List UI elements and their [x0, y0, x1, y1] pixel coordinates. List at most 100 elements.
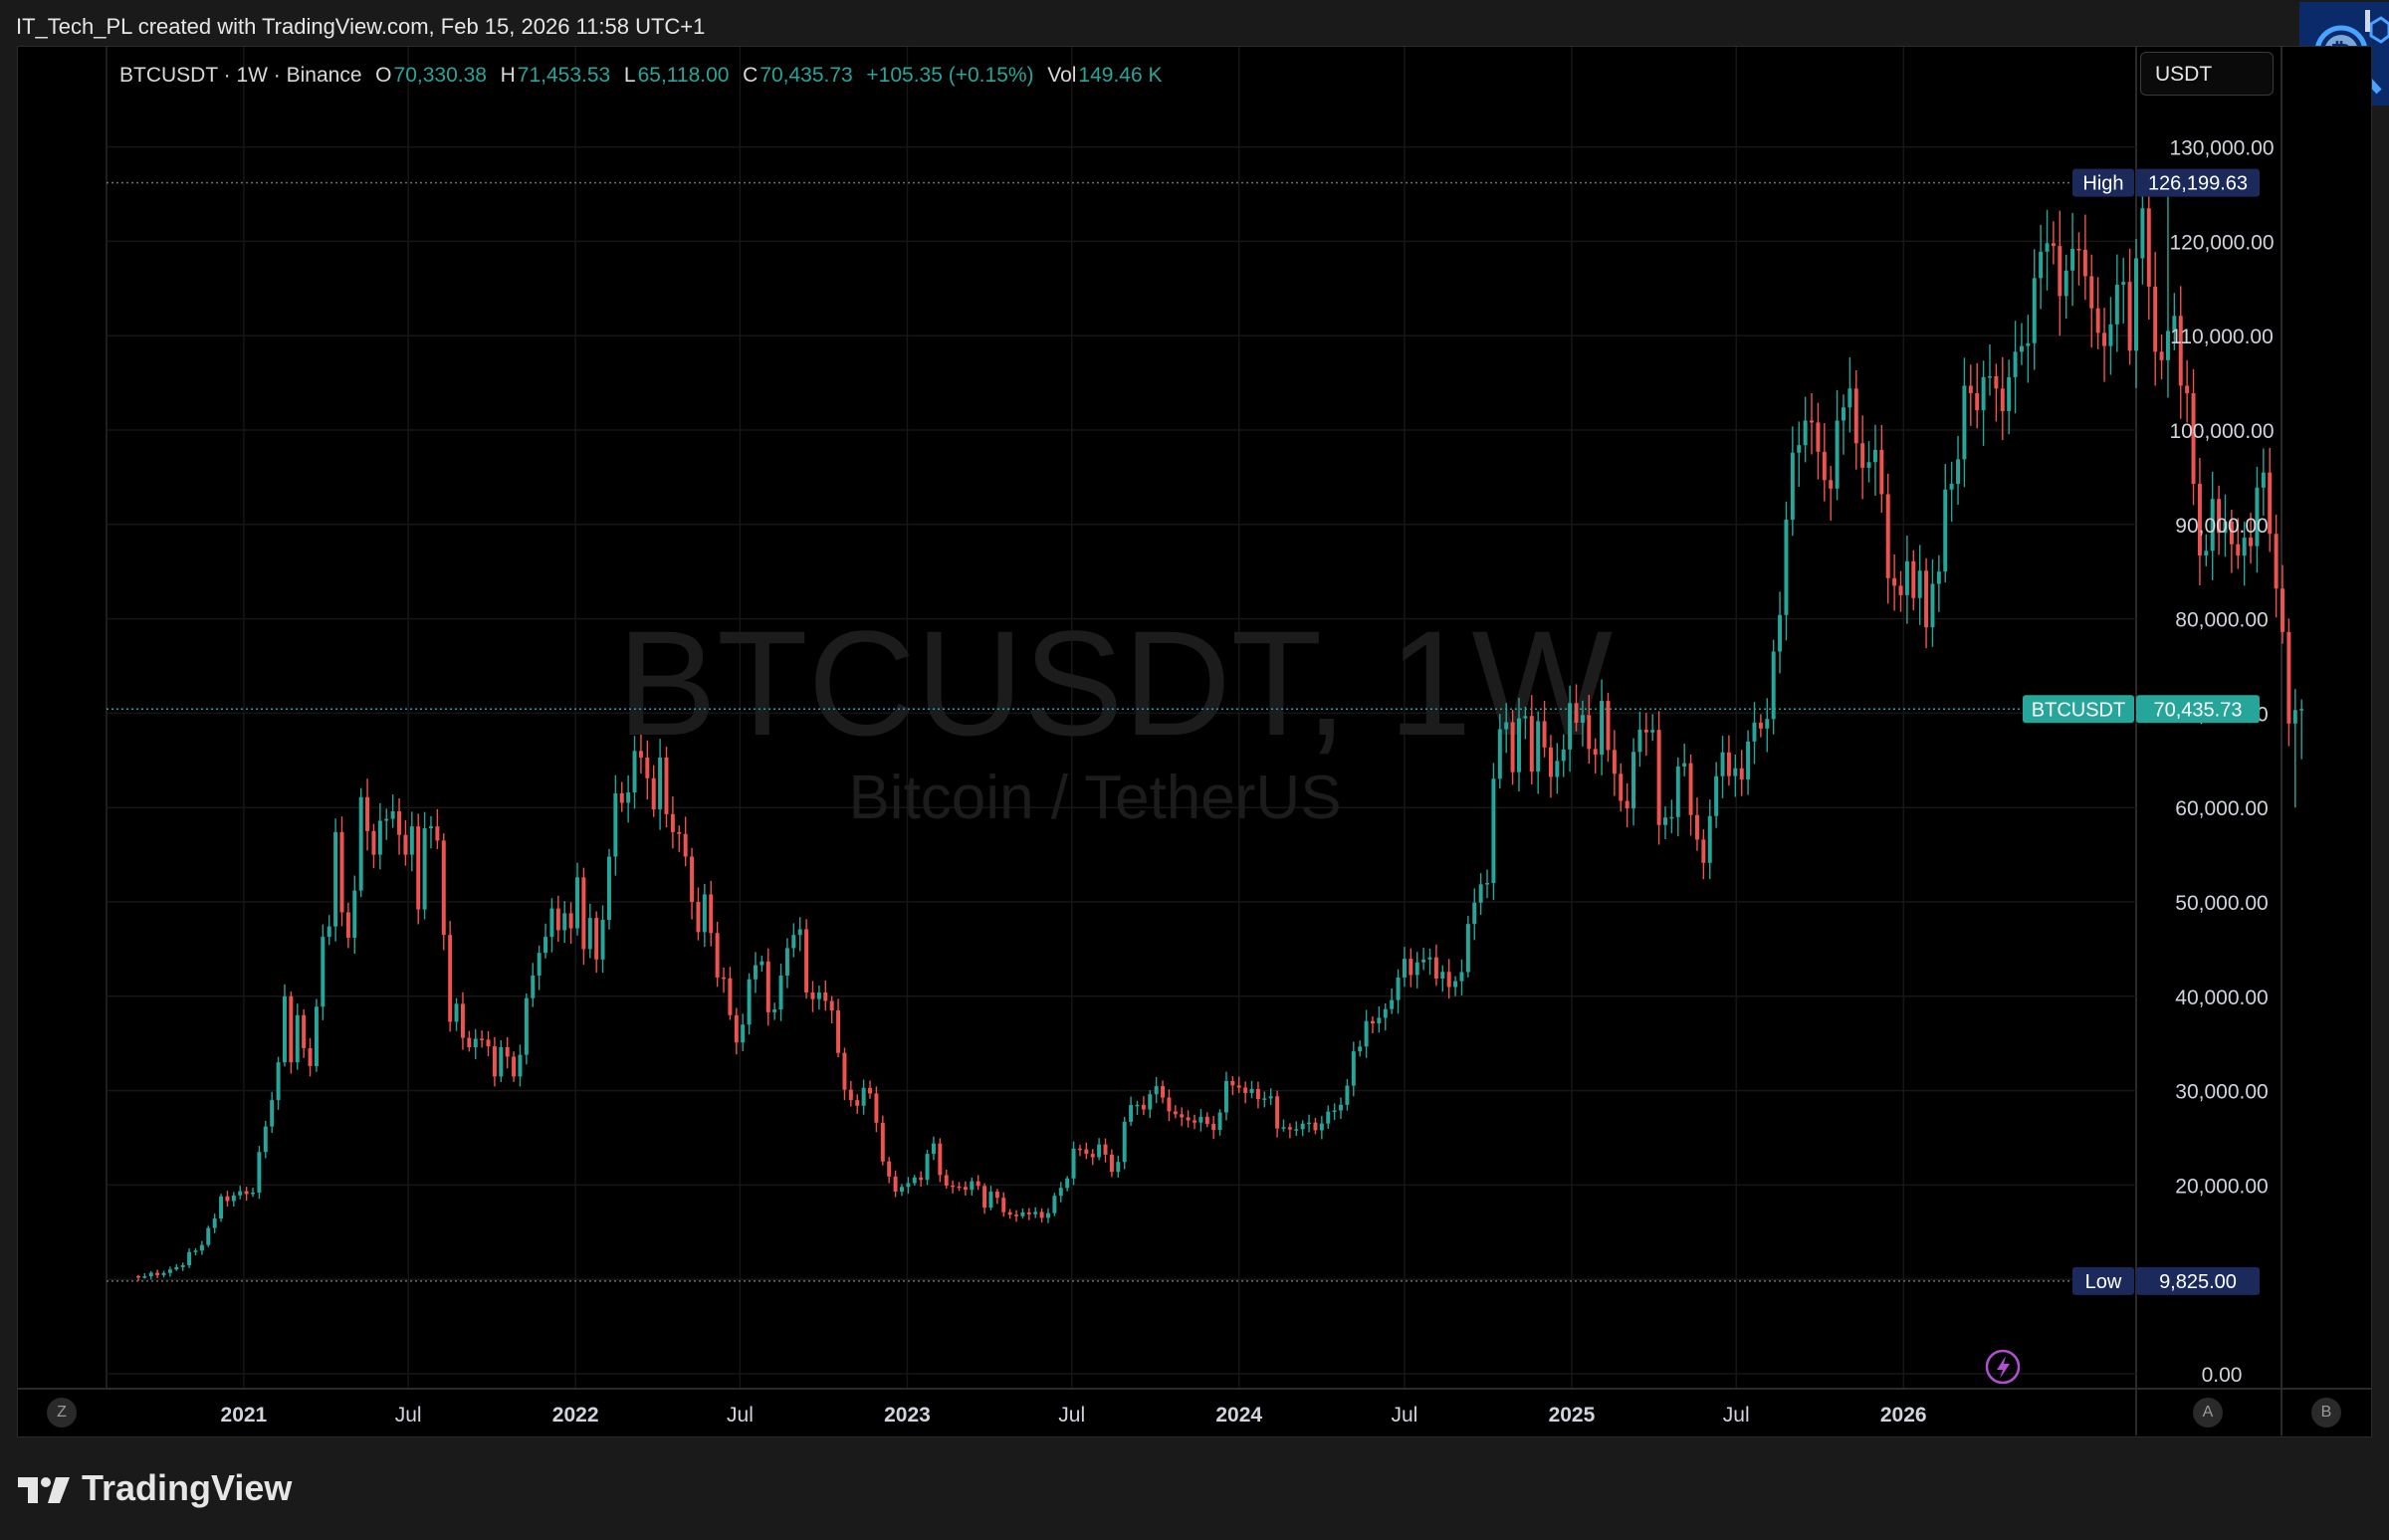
auto-scale-button[interactable]: A	[2193, 1398, 2223, 1428]
candle-body	[741, 1024, 746, 1043]
candle	[537, 945, 542, 990]
candle-body	[1313, 1122, 1318, 1131]
candle-body	[333, 831, 338, 927]
candle-body	[1771, 651, 1776, 720]
candle-body	[1529, 716, 1534, 772]
candle-body	[1058, 1188, 1063, 1197]
candle	[155, 1269, 160, 1278]
candle	[486, 1030, 491, 1056]
candle	[448, 921, 453, 1032]
candle-body	[2249, 538, 2254, 547]
candle-body	[709, 894, 714, 934]
currency-button[interactable]: USDT	[2140, 52, 2274, 96]
candle	[645, 740, 650, 800]
candle	[658, 739, 663, 830]
candle	[728, 967, 733, 1020]
zoom-reset-button[interactable]: Z	[47, 1398, 77, 1428]
candle-body	[1294, 1129, 1299, 1131]
symbol-label[interactable]: BTCUSDT · 1W · Binance	[119, 64, 362, 87]
candle-body	[1917, 570, 1922, 598]
candle-body	[1904, 560, 1909, 595]
candle-body	[167, 1269, 172, 1273]
candle	[167, 1266, 172, 1277]
candle-body	[1663, 817, 1667, 825]
candle	[422, 811, 427, 920]
candle-body	[1236, 1085, 1241, 1088]
candle-body	[715, 933, 720, 978]
candle-body	[180, 1264, 185, 1267]
candle	[531, 963, 536, 1007]
candle	[1625, 783, 1629, 828]
candle	[982, 1183, 987, 1214]
candle-body	[899, 1187, 904, 1193]
candle-body	[1631, 752, 1636, 809]
candle-body	[1109, 1154, 1114, 1173]
candle-body	[1193, 1120, 1196, 1123]
candle-body	[2274, 534, 2279, 589]
candle	[1924, 557, 1929, 649]
candle	[1230, 1076, 1235, 1096]
candle-body	[1643, 729, 1648, 733]
candle-body	[868, 1087, 873, 1094]
candle	[1956, 435, 1961, 506]
candle	[2249, 513, 2254, 564]
candle-body	[1593, 749, 1598, 756]
candle-body	[1007, 1211, 1012, 1215]
candle	[970, 1177, 975, 1197]
candle	[1281, 1119, 1286, 1132]
candle	[549, 898, 554, 953]
candle	[1968, 364, 1973, 426]
candle-body	[492, 1046, 497, 1077]
candle	[1829, 466, 1834, 522]
candle-body	[1701, 839, 1706, 863]
candle	[2178, 286, 2183, 419]
close-label: C	[743, 64, 759, 87]
candle	[1872, 424, 1877, 497]
candle-body	[2089, 276, 2094, 309]
candle-body	[944, 1175, 949, 1186]
candle	[512, 1051, 517, 1082]
candle	[2229, 510, 2234, 573]
candle	[1504, 703, 1509, 754]
candle	[1383, 1002, 1388, 1031]
candle-body	[2032, 278, 2037, 343]
candle	[600, 905, 605, 974]
candle-body	[549, 908, 554, 938]
y-tick-label: 100,000.00	[2169, 420, 2274, 443]
candles	[135, 170, 2304, 1281]
candle	[1161, 1080, 1166, 1104]
chart-frame	[17, 46, 2372, 1437]
candle	[1542, 700, 1547, 758]
candle-body	[1829, 480, 1834, 489]
candle-body	[778, 975, 783, 1010]
candle-body	[1981, 376, 1986, 411]
log-scale-button[interactable]: B	[2311, 1398, 2341, 1428]
candle-body	[537, 953, 542, 976]
candle	[1746, 730, 1751, 795]
candle-body	[384, 818, 389, 821]
candle	[365, 778, 370, 851]
candle	[690, 847, 695, 920]
candle	[861, 1079, 866, 1115]
candle-body	[772, 1009, 777, 1012]
candle	[709, 880, 714, 947]
open-label: O	[375, 64, 392, 87]
candle	[2127, 248, 2132, 365]
candle	[193, 1247, 198, 1256]
candle-body	[1600, 701, 1605, 756]
candle-body	[976, 1181, 980, 1187]
candle	[1193, 1114, 1196, 1130]
candle	[626, 774, 631, 823]
candle-body	[1204, 1116, 1209, 1124]
candle-body	[1872, 449, 1877, 463]
candle-body	[1122, 1121, 1127, 1163]
candle-body	[651, 777, 656, 810]
candle	[1643, 713, 1648, 757]
candle-body	[454, 1003, 459, 1022]
candle-body	[2102, 332, 2107, 346]
candle-body	[1433, 957, 1438, 979]
candle-body	[2178, 316, 2183, 386]
candle	[702, 883, 707, 948]
